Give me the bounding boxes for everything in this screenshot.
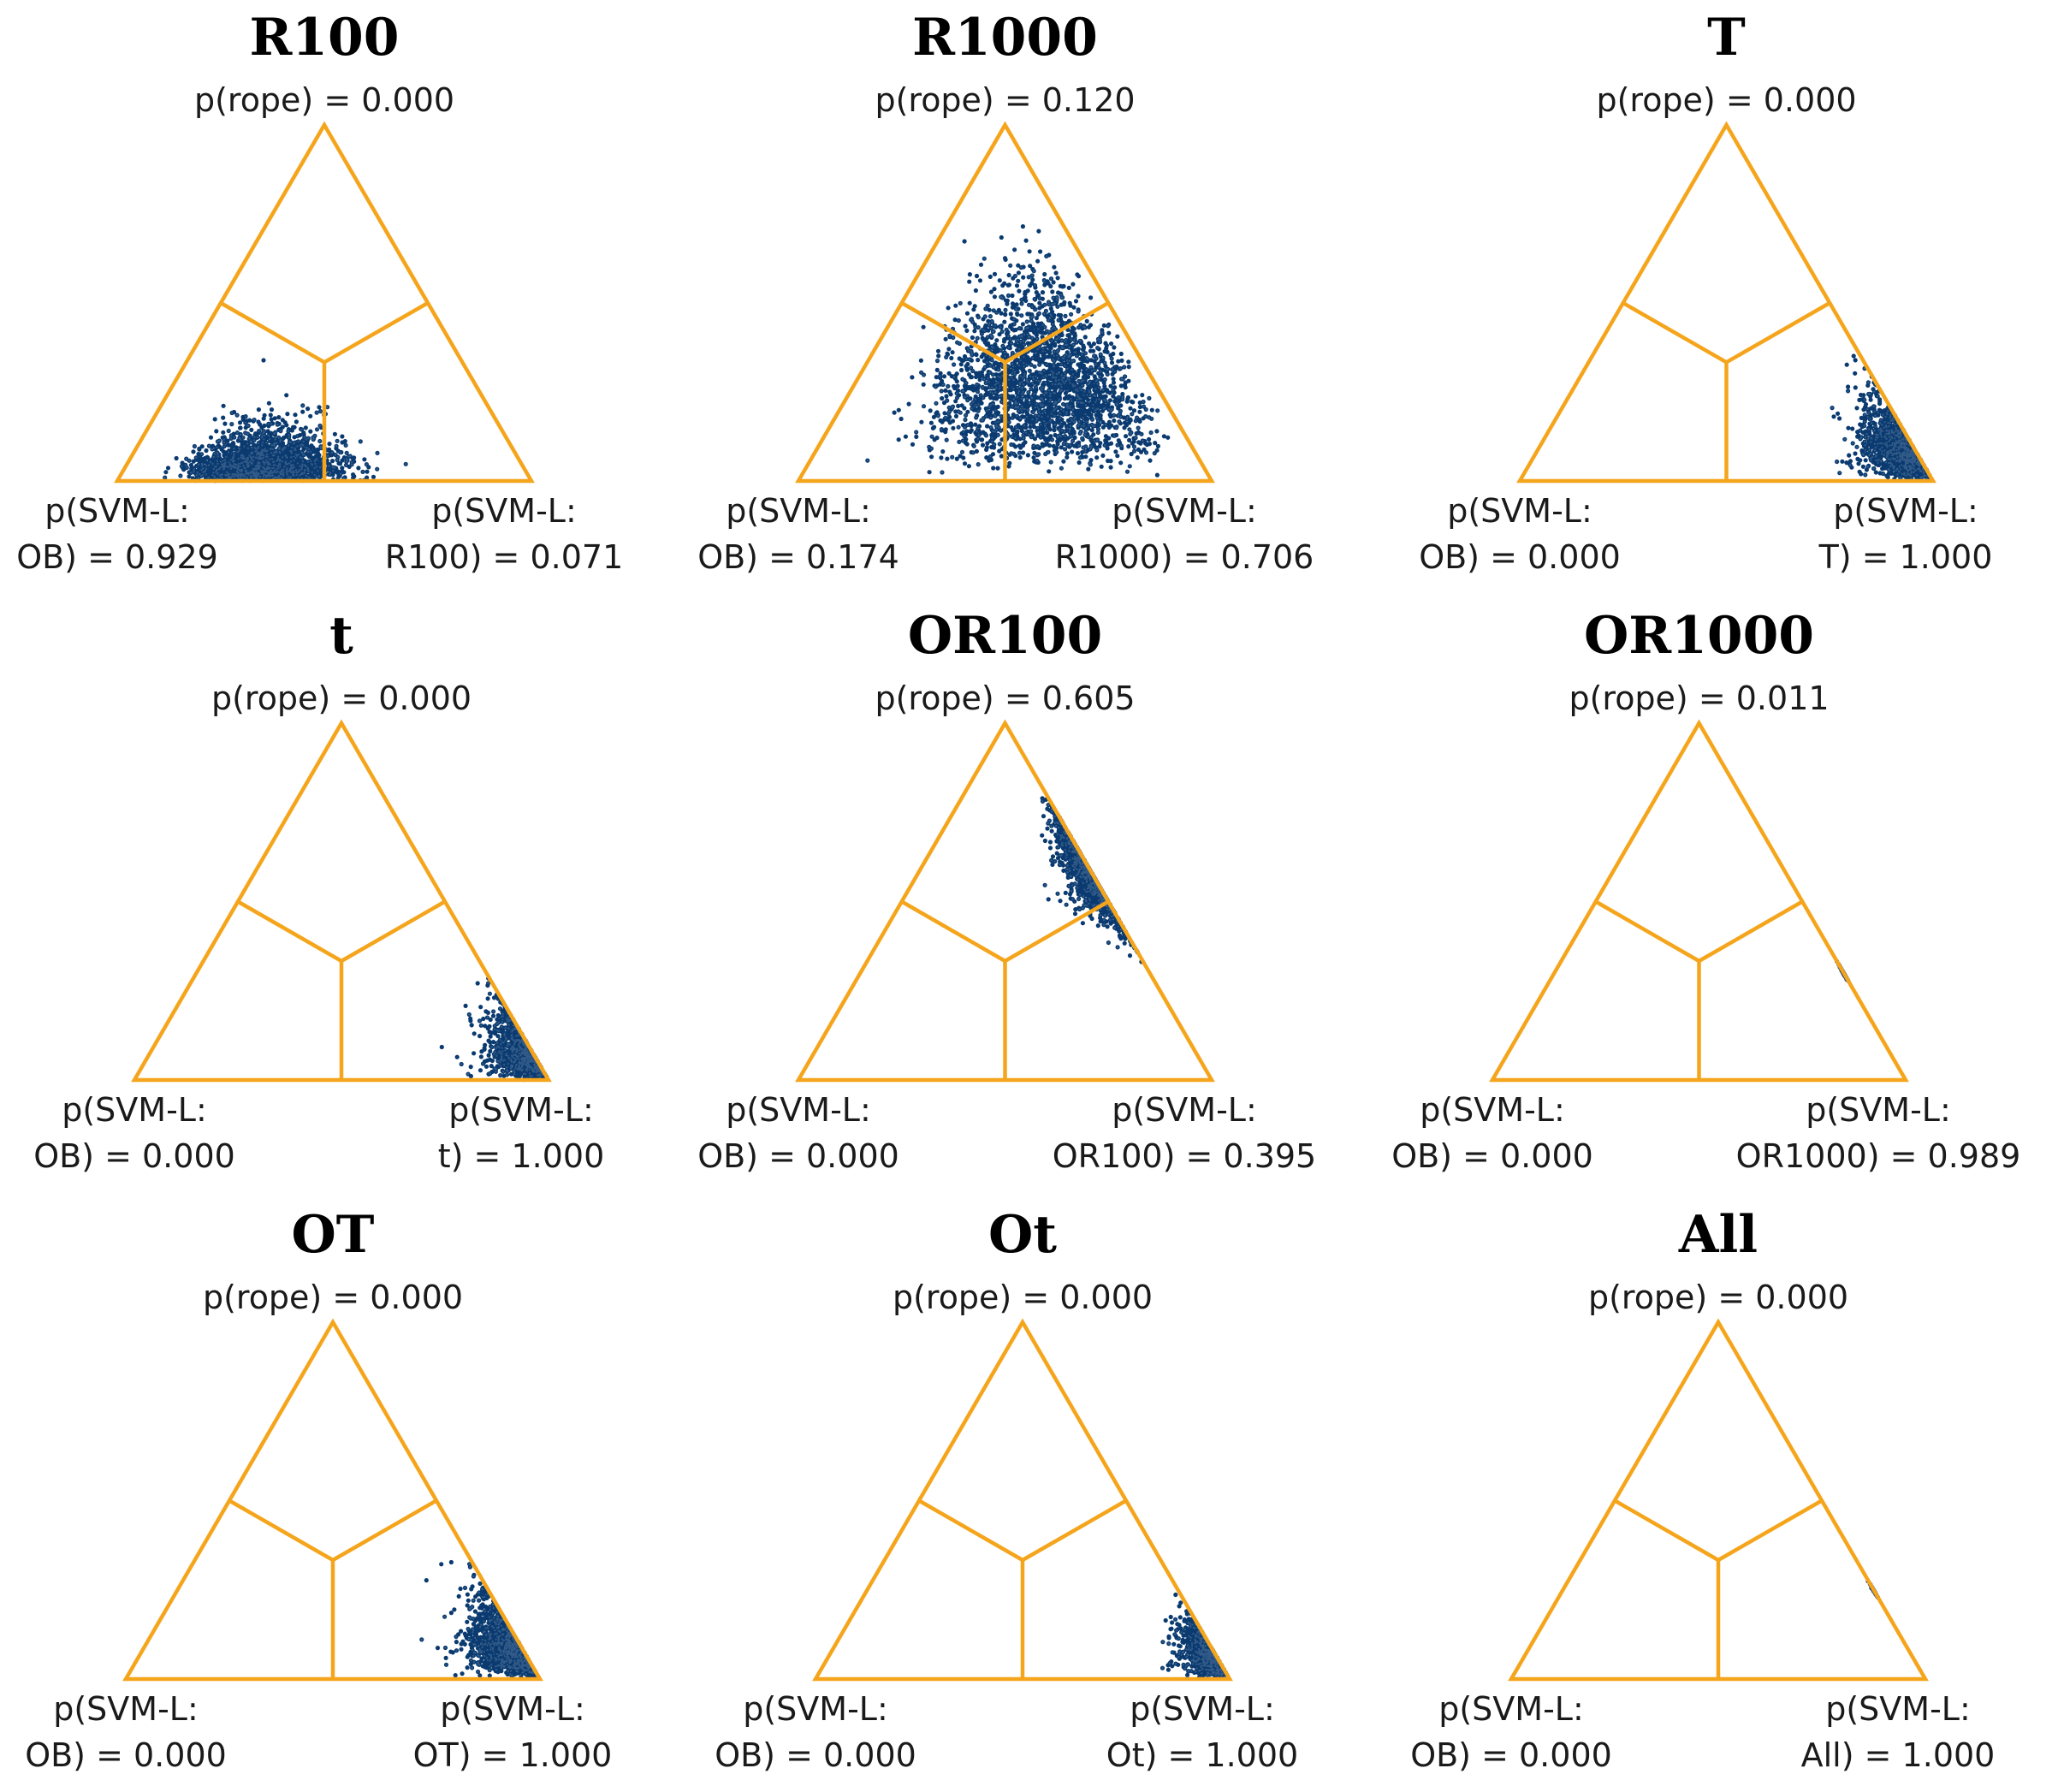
panel-t: t p(rope) = 0.000 p(SVM-L: OB) = 0.000 p(SVM… [33, 606, 604, 1175]
posterior-samples-r100 [163, 358, 408, 484]
posterior-density-core-t [460, 982, 548, 1081]
left-label-line2-r100: OB) = 0.929 [16, 538, 218, 576]
region-dividers-or100 [900, 899, 1110, 1080]
left-label-line1-or1000: p(SVM-L: [1420, 1091, 1565, 1129]
region-dividers-r1000 [900, 301, 1110, 481]
panel-title-t: t [329, 606, 353, 666]
left-label-line2-t: OB) = 0.000 [1419, 538, 1621, 576]
panel-r1000: R1000 p(rope) = 0.120 p(SVM-L: OB) = 0.174 p… [697, 8, 1314, 576]
right-label-line2-r100: R100) = 0.071 [385, 538, 624, 576]
region-dividers-or1000 [1594, 899, 1804, 1080]
panel-title-r1000: R1000 [912, 8, 1098, 68]
region-dividers-t [1622, 301, 1831, 481]
p-rope-label-or100: p(rope) = 0.605 [875, 679, 1135, 717]
left-label-line1-all: p(SVM-L: [1438, 1690, 1584, 1728]
panel-or1000: OR1000 p(rope) = 0.011 p(SVM-L: OB) = 0.000… [1391, 606, 2020, 1175]
panel-all: All p(rope) = 0.000 p(SVM-L: OB) = 0.000 p(S… [1410, 1205, 1995, 1774]
left-label-line1-r1000: p(SVM-L: [726, 492, 871, 530]
posterior-samples-ot [419, 1559, 539, 1680]
p-rope-label-all: p(rope) = 0.000 [1588, 1279, 1848, 1316]
p-rope-label-ot: p(rope) = 0.000 [203, 1279, 463, 1316]
right-label-line2-or1000: OR1000) = 0.989 [1736, 1137, 2021, 1175]
region-dividers-ot [917, 1498, 1128, 1679]
left-label-line2-t: OB) = 0.000 [33, 1137, 235, 1175]
left-label-line1-or100: p(SVM-L: [726, 1091, 871, 1129]
right-label-line2-ot: Ot) = 1.000 [1106, 1736, 1298, 1774]
left-label-line2-or1000: OB) = 0.000 [1391, 1137, 1593, 1175]
right-label-line1-t: p(SVM-L: [448, 1091, 594, 1129]
right-label-line2-or100: OR100) = 0.395 [1053, 1137, 1316, 1175]
right-label-line1-all: p(SVM-L: [1825, 1690, 1971, 1728]
panel-title-t: T [1707, 8, 1746, 68]
panel-ot: Ot p(rope) = 0.000 p(SVM-L: OB) = 0.000 p(SV… [715, 1205, 1298, 1774]
right-label-line1-t: p(SVM-L: [1833, 492, 1978, 530]
left-label-line1-ot: p(SVM-L: [53, 1690, 199, 1728]
right-label-line2-r1000: R1000) = 0.706 [1055, 538, 1314, 576]
panel-title-ot: OT [292, 1205, 375, 1265]
posterior-density-core-r1000 [866, 255, 1159, 474]
right-label-line2-t: t) = 1.000 [438, 1137, 605, 1175]
left-label-line1-ot: p(SVM-L: [743, 1690, 888, 1728]
left-label-line2-ot: OB) = 0.000 [25, 1736, 227, 1774]
p-rope-label-or1000: p(rope) = 0.011 [1569, 679, 1829, 717]
left-label-line2-r1000: OB) = 0.174 [697, 538, 899, 576]
region-dividers-t [236, 899, 447, 1080]
posterior-density-core-ot [420, 1563, 537, 1677]
right-label-line1-ot: p(SVM-L: [440, 1690, 585, 1728]
region-dividers-ot [228, 1498, 438, 1679]
right-label-line1-or1000: p(SVM-L: [1806, 1091, 1951, 1129]
posterior-samples-r1000 [865, 224, 1171, 478]
posterior-samples-ot [1159, 1592, 1230, 1680]
left-label-line2-ot: OB) = 0.000 [715, 1736, 916, 1774]
right-label-line1-or100: p(SVM-L: [1112, 1091, 1257, 1129]
p-rope-label-t: p(rope) = 0.000 [211, 679, 472, 717]
region-dividers-all [1613, 1498, 1824, 1679]
panel-or100: OR100 p(rope) = 0.605 p(SVM-L: OB) = 0.000 p… [697, 606, 1316, 1175]
right-label-line1-r1000: p(SVM-L: [1112, 492, 1257, 530]
left-label-line2-all: OB) = 0.000 [1410, 1736, 1612, 1774]
panel-title-ot: Ot [988, 1205, 1057, 1265]
left-label-line1-r100: p(SVM-L: [44, 492, 190, 530]
posterior-density-core-r100 [163, 404, 407, 482]
p-rope-label-ot: p(rope) = 0.000 [893, 1279, 1153, 1316]
right-label-line1-r100: p(SVM-L: [431, 492, 577, 530]
panel-r100: R100 p(rope) = 0.000 p(SVM-L: OB) = 0.929 p(… [16, 8, 623, 576]
left-label-line1-t: p(SVM-L: [62, 1091, 207, 1129]
panel-title-or1000: OR1000 [1584, 606, 1814, 666]
p-rope-label-t: p(rope) = 0.000 [1596, 81, 1856, 119]
left-label-line1-t: p(SVM-L: [1447, 492, 1592, 530]
panel-title-or100: OR100 [908, 606, 1102, 666]
posterior-samples-t [1830, 353, 1932, 482]
right-label-line2-all: All) = 1.000 [1801, 1736, 1996, 1774]
region-dividers-r100 [219, 301, 430, 481]
right-label-line2-ot: OT) = 1.000 [413, 1736, 613, 1774]
p-rope-label-r1000: p(rope) = 0.120 [875, 81, 1135, 119]
right-label-line2-t: T) = 1.000 [1818, 538, 1993, 576]
panel-t: Tp(rope) = 0.000 p(SVM-L: OB) = 0.000 p(SVM… [1419, 8, 1992, 576]
panel-ot: OT p(rope) = 0.000 p(SVM-L: OB) = 0.000 p(SV… [25, 1205, 612, 1774]
panel-title-r100: R100 [249, 8, 399, 68]
left-label-line2-or100: OB) = 0.000 [697, 1137, 899, 1175]
panel-title-all: All [1678, 1205, 1758, 1265]
right-label-line1-ot: p(SVM-L: [1130, 1690, 1275, 1728]
p-rope-label-r100: p(rope) = 0.000 [194, 81, 454, 119]
